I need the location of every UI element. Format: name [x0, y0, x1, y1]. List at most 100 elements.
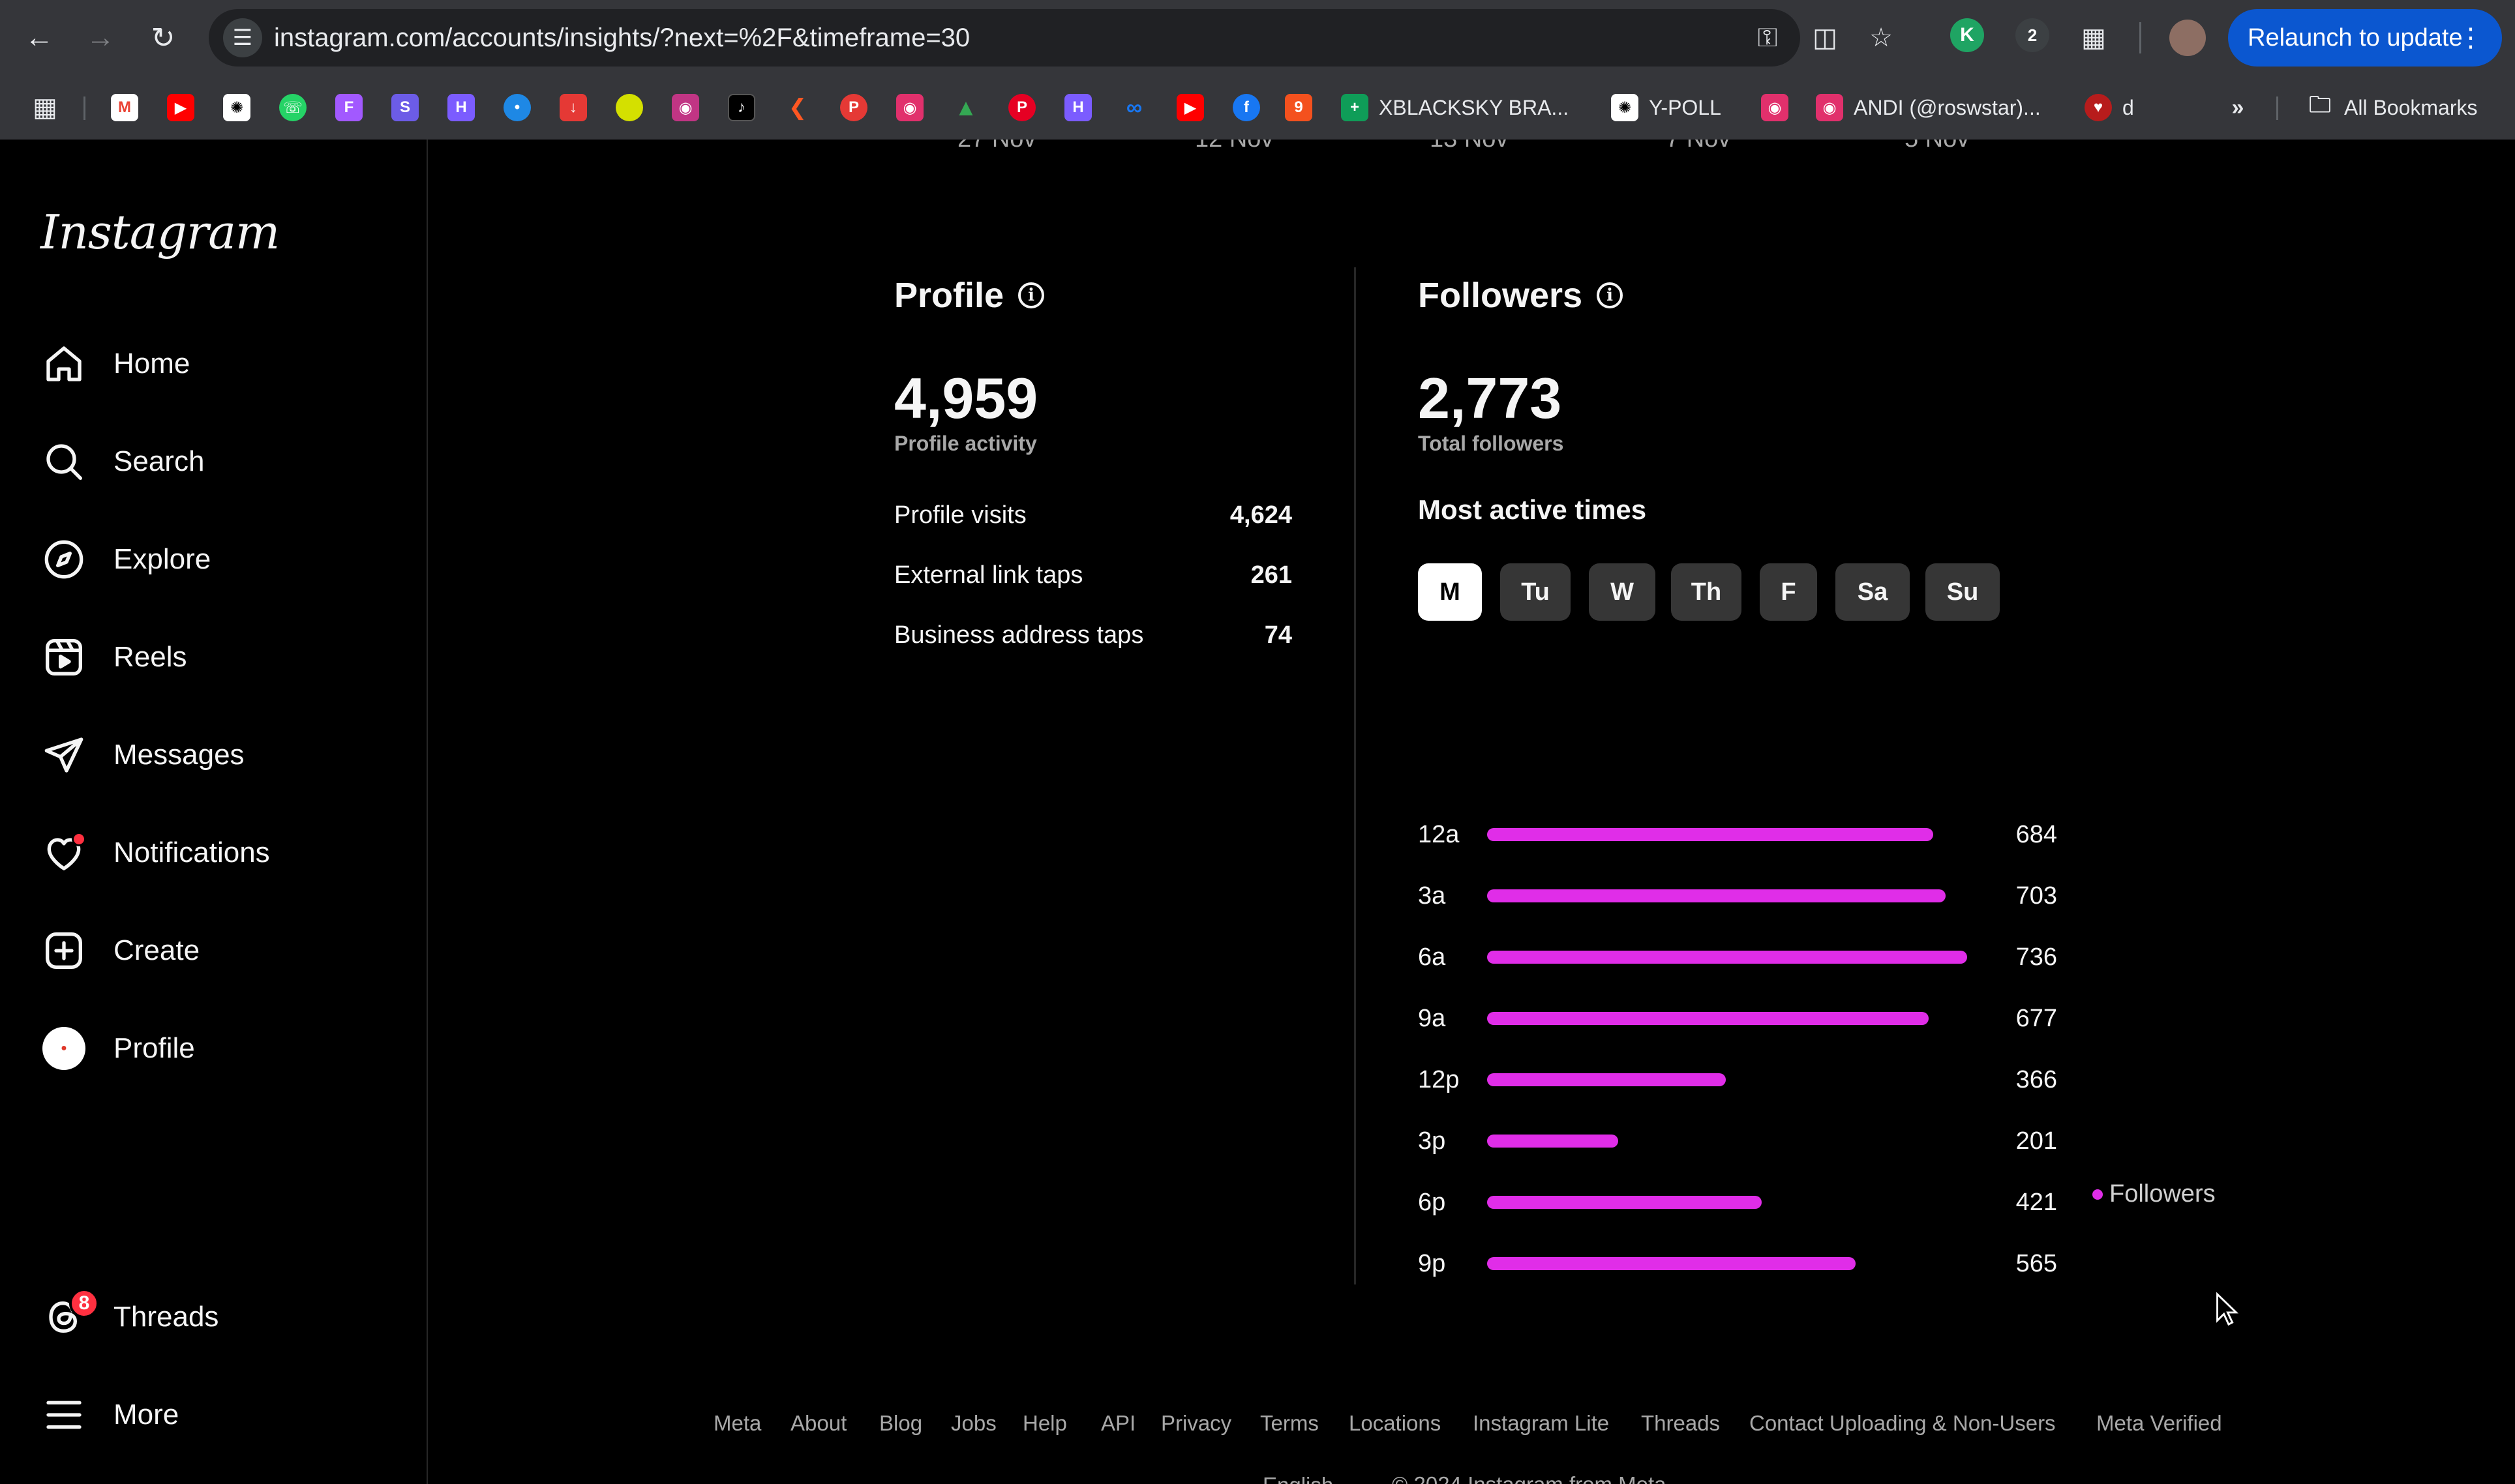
instagram-bookmark-icon[interactable]: ◉	[896, 94, 924, 121]
nav-reels[interactable]: Reels	[26, 618, 404, 696]
google-drive-icon[interactable]: ▲	[954, 94, 978, 121]
bar-row[interactable]: 12a 684	[1418, 815, 2057, 854]
footer-link[interactable]: Threads	[1641, 1411, 1721, 1435]
sheets-icon[interactable]: +	[1341, 94, 1368, 121]
day-tab-monday[interactable]: M	[1418, 563, 1482, 621]
nav-profile[interactable]: ● Profile	[26, 1009, 404, 1088]
back-icon[interactable]: ←	[25, 22, 53, 53]
bar-row[interactable]: 3p 201	[1418, 1121, 2057, 1161]
url-text[interactable]: instagram.com/accounts/insights/?next=%2…	[274, 23, 971, 52]
pinterest-icon[interactable]: P	[1008, 94, 1036, 121]
more-bookmarks-icon[interactable]: »	[2231, 95, 2244, 120]
menu-dots-icon[interactable]: ⋮	[2458, 23, 2484, 52]
nav-messages[interactable]: Messages	[26, 716, 404, 794]
nav-more[interactable]: More	[26, 1376, 404, 1454]
p-app-icon[interactable]: P	[840, 94, 867, 121]
nav-notifications[interactable]: Notifications	[26, 814, 404, 892]
footer-link[interactable]: Instagram Lite	[1473, 1411, 1610, 1435]
nav-explore[interactable]: Explore	[26, 520, 404, 599]
day-tab-saturday[interactable]: Sa	[1835, 563, 1910, 621]
forward-icon[interactable]: →	[86, 22, 115, 53]
language-selector[interactable]: English ⌄	[1263, 1472, 1357, 1484]
tiktok-icon[interactable]: ♪	[728, 94, 755, 121]
instagram-3-icon[interactable]: ◉	[1816, 94, 1843, 121]
threads-icon: 8	[40, 1288, 99, 1341]
bookmark-d[interactable]: d	[2122, 96, 2134, 119]
day-tab-thursday[interactable]: Th	[1671, 563, 1741, 621]
footer-link[interactable]: Contact Uploading & Non-Users	[1749, 1411, 2056, 1435]
site-settings-icon[interactable]: ☰	[223, 18, 262, 57]
extension-badge-icon[interactable]: 2	[2015, 18, 2049, 52]
meta-icon[interactable]: ∞	[1126, 95, 1143, 120]
youtube-2-icon[interactable]: ▶	[1177, 94, 1204, 121]
address-bar[interactable]: ☰ instagram.com/accounts/insights/?next=…	[209, 9, 1800, 67]
plus-square-icon	[40, 927, 87, 974]
day-tab-sunday[interactable]: Su	[1925, 563, 2000, 621]
bar-row[interactable]: 9a 677	[1418, 999, 2057, 1038]
reload-icon[interactable]: ↻	[151, 22, 175, 54]
all-bookmarks[interactable]: All Bookmarks	[2344, 96, 2478, 119]
footer-link[interactable]: Locations	[1349, 1411, 1441, 1435]
language-label: English	[1263, 1473, 1333, 1484]
nav-home[interactable]: Home	[26, 325, 404, 403]
footer-link[interactable]: About	[791, 1411, 847, 1435]
chatgpt-icon[interactable]: ✺	[223, 94, 250, 121]
youtube-icon[interactable]: ▶	[167, 94, 194, 121]
bar-row[interactable]: 6p 421	[1418, 1183, 2057, 1222]
bar-row[interactable]: 9p 565	[1418, 1244, 2057, 1283]
instagram-2-icon[interactable]: ◉	[1761, 94, 1788, 121]
download-app-icon[interactable]: ↓	[560, 94, 587, 121]
info-icon[interactable]: i	[1018, 282, 1045, 308]
day-tab-friday[interactable]: F	[1760, 563, 1817, 621]
bookmark-star-icon[interactable]: ☆	[1869, 23, 1893, 52]
relaunch-button[interactable]: Relaunch to update ⋮	[2228, 9, 2502, 67]
password-key-icon[interactable]: ⚿	[1757, 23, 1778, 52]
gmail-icon[interactable]: M	[111, 94, 138, 121]
bar-row[interactable]: 6a 736	[1418, 938, 2057, 977]
h-app-icon[interactable]: H	[447, 94, 475, 121]
footer-link[interactable]: Privacy	[1161, 1411, 1232, 1435]
bar-row[interactable]: 3a 703	[1418, 876, 2057, 915]
yellow-dot-icon[interactable]	[616, 94, 643, 121]
instagram-logo[interactable]: Instagram	[40, 205, 280, 260]
bookmark-xblacksky[interactable]: XBLACKSKY BRA...	[1379, 96, 1569, 119]
bookmarks-divider	[83, 96, 85, 120]
facebook-icon[interactable]: f	[1233, 94, 1260, 121]
nav-threads[interactable]: 8 Threads	[26, 1278, 404, 1356]
circle-app-icon[interactable]: •	[504, 94, 531, 121]
camera-app-icon[interactable]: ◉	[672, 94, 699, 121]
figma-icon[interactable]: F	[335, 94, 363, 121]
arrow-app-icon[interactable]: ❮	[788, 95, 807, 120]
bar-value-label: 421	[2015, 1189, 2057, 1216]
whatsapp-icon[interactable]: ☏	[279, 94, 307, 121]
bar-value-label: 565	[2015, 1250, 2057, 1277]
k-extension-icon[interactable]: K	[1950, 18, 1984, 52]
bookmark-ypoll[interactable]: Y-POLL	[1649, 96, 1721, 119]
footer-link[interactable]: Blog	[879, 1411, 923, 1435]
footer-link[interactable]: Meta	[714, 1411, 762, 1435]
install-app-icon[interactable]: ◫	[1813, 23, 1837, 52]
bar-track	[1487, 1257, 1967, 1270]
footer-link[interactable]: Meta Verified	[2096, 1411, 2222, 1435]
footer-link[interactable]: Help	[1023, 1411, 1067, 1435]
footer-link[interactable]: Terms	[1260, 1411, 1319, 1435]
footer-link[interactable]: API	[1101, 1411, 1136, 1435]
nav-search[interactable]: Search	[26, 423, 404, 501]
day-tab-wednesday[interactable]: W	[1589, 563, 1655, 621]
bar-row[interactable]: 12p 366	[1418, 1060, 2057, 1099]
bookmark-andi[interactable]: ANDI (@roswstar)...	[1854, 96, 2041, 119]
chatgpt-2-icon[interactable]: ✺	[1611, 94, 1638, 121]
day-tab-tuesday[interactable]: Tu	[1500, 563, 1571, 621]
footer-link[interactable]: Jobs	[951, 1411, 997, 1435]
nine-app-icon[interactable]: 9	[1285, 94, 1312, 121]
info-icon[interactable]: i	[1597, 282, 1623, 308]
d-app-icon[interactable]: ♥	[2085, 94, 2112, 121]
stat-row: Business address taps 74	[894, 616, 1292, 655]
h-app-2-icon[interactable]: H	[1064, 94, 1092, 121]
s-app-icon[interactable]: S	[391, 94, 419, 121]
extensions-puzzle-icon[interactable]: ▦	[2081, 23, 2106, 52]
nav-create[interactable]: Create	[26, 912, 404, 990]
browser-profile-avatar[interactable]	[2169, 20, 2206, 56]
apps-grid-icon[interactable]: ▦	[33, 93, 57, 122]
folder-icon[interactable]: 🗀	[2309, 92, 2331, 117]
